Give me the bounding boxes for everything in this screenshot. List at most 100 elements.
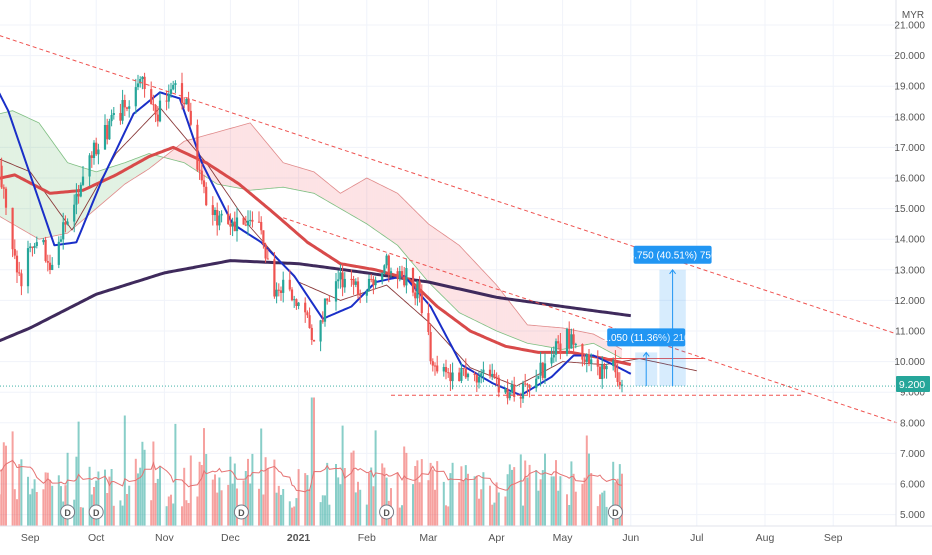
candle-body <box>108 121 110 139</box>
price-tick-label: 19.000 <box>894 82 925 93</box>
volume-bar <box>414 466 416 526</box>
candle-body <box>212 205 214 215</box>
volume-bar <box>276 493 278 526</box>
candle-body <box>80 185 82 197</box>
candle-body <box>0 160 1 166</box>
volume-bar <box>432 470 434 526</box>
time-tick-label: Mar <box>419 532 438 544</box>
cloud-segment <box>371 180 373 228</box>
volume-bar <box>419 482 421 526</box>
candle-body <box>432 361 434 365</box>
volume-bar <box>416 460 418 526</box>
cloud-segment <box>268 144 270 188</box>
candle-body <box>337 279 339 281</box>
candle-body <box>383 265 385 273</box>
volume-bar <box>445 505 447 526</box>
volume-bar <box>214 474 216 526</box>
cloud-segment <box>279 157 281 187</box>
cloud-segment <box>426 222 428 282</box>
candle-body <box>480 373 482 376</box>
candle-body <box>234 222 236 232</box>
candle-body <box>359 294 361 296</box>
volume-bar <box>170 495 172 526</box>
candle-body <box>586 355 588 362</box>
cloud-segment <box>138 157 140 176</box>
volume-bar <box>196 497 198 527</box>
candle-body <box>344 279 346 288</box>
candle-body <box>273 259 275 296</box>
candle-body <box>166 101 168 102</box>
candle-body <box>535 379 537 389</box>
volume-bar <box>621 474 623 526</box>
candle-body <box>478 377 480 383</box>
cloud-segment <box>380 185 382 235</box>
cloud-segment <box>387 188 389 239</box>
time-tick-label: Jul <box>690 532 703 544</box>
volume-bar <box>293 507 295 527</box>
volume-bar <box>227 485 229 526</box>
cloud-segment <box>70 163 72 231</box>
time-tick-label: 2021 <box>287 532 311 544</box>
volume-bar <box>544 454 546 526</box>
volume-bar <box>350 453 352 526</box>
candle-body <box>581 344 583 360</box>
candle-body <box>245 225 247 226</box>
cloud-segment <box>290 165 292 189</box>
volume-bar <box>306 475 308 526</box>
volume-bar <box>159 466 161 526</box>
volume-bar <box>280 495 282 526</box>
cloud-segment <box>356 183 358 219</box>
cloud-segment <box>409 204 411 261</box>
cloud-segment <box>296 167 298 191</box>
volume-bar <box>322 495 324 526</box>
dividend-marker-label: D <box>93 508 100 518</box>
cloud-segment <box>398 193 400 248</box>
candle-body <box>64 222 66 224</box>
volume-bar <box>199 462 201 526</box>
candle-body <box>590 359 592 363</box>
candle-body <box>412 268 414 293</box>
candle-body <box>251 220 253 222</box>
cloud-segment <box>283 163 285 188</box>
volume-bar <box>493 503 495 526</box>
volume-bar <box>372 486 374 526</box>
candle-body <box>3 187 5 188</box>
candle-body <box>91 155 93 158</box>
cloud-segment <box>48 135 50 237</box>
candle-body <box>507 389 509 398</box>
volume-bar <box>137 473 139 526</box>
cloud-segment <box>118 164 120 190</box>
cloud-segment <box>24 116 26 232</box>
cloud-segment <box>211 133 213 181</box>
cloud-segment <box>545 326 547 346</box>
candle-body <box>491 374 493 376</box>
cloud-segment <box>415 211 417 269</box>
cloud-segment <box>101 170 103 205</box>
cloud-segment <box>37 122 39 239</box>
time-tick-label: Aug <box>756 532 775 544</box>
volume-bar <box>16 499 18 526</box>
candle-body <box>601 365 603 379</box>
cloud-segment <box>393 191 395 244</box>
time-tick-label: Nov <box>155 532 174 544</box>
candle-body <box>152 104 154 105</box>
volume-bar <box>557 491 559 526</box>
volume-bar <box>443 482 445 526</box>
candle-body <box>218 216 220 226</box>
candle-body <box>370 279 372 280</box>
price-tick-label: 14.000 <box>894 235 925 246</box>
volume-bar <box>49 480 51 526</box>
volume-bar <box>421 459 423 526</box>
volume-bar <box>335 464 337 526</box>
volume-bar <box>3 442 5 526</box>
candle-body <box>155 105 157 115</box>
cloud-segment <box>457 244 459 313</box>
candle-body <box>229 224 231 227</box>
volume-bar <box>18 464 20 526</box>
cloud-segment <box>217 131 219 184</box>
volume-bar <box>42 489 44 526</box>
cloud-segment <box>114 166 116 194</box>
volume-bar <box>324 495 326 526</box>
cloud-segment <box>325 181 327 201</box>
